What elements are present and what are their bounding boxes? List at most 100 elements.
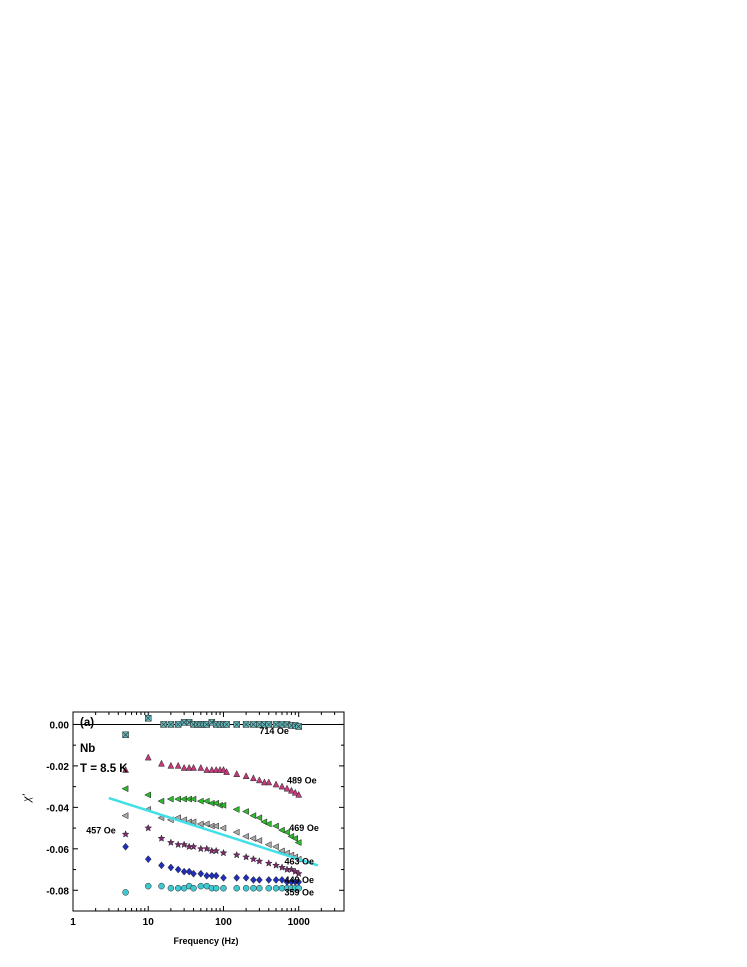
data-point-mark	[272, 721, 280, 728]
data-point	[242, 852, 251, 861]
data-point	[219, 801, 227, 809]
series	[122, 882, 302, 896]
data-point	[202, 797, 210, 805]
x-tick-label: 100	[215, 917, 232, 928]
data-point	[249, 812, 257, 820]
series-annotation: 489 Oe	[287, 776, 317, 786]
data-point	[158, 882, 165, 890]
data-point	[264, 841, 272, 849]
data-point	[190, 763, 197, 771]
data-point-mark	[233, 721, 240, 728]
data-point	[232, 806, 240, 813]
data-point	[203, 765, 211, 773]
data-point	[295, 790, 303, 798]
data-point	[180, 763, 188, 771]
data-point	[272, 861, 281, 869]
data-point	[196, 797, 204, 805]
data-point	[220, 884, 227, 892]
data-point-mark	[160, 721, 167, 728]
series	[121, 823, 303, 878]
data-point-mark	[223, 721, 230, 728]
data-point	[220, 765, 227, 773]
data-point-mark	[295, 723, 302, 730]
data-point-mark	[167, 721, 175, 728]
panel-label: (a)	[80, 717, 94, 729]
data-point	[255, 814, 263, 822]
data-point	[288, 786, 295, 794]
data-point	[242, 808, 249, 815]
data-point	[203, 871, 211, 880]
data-point	[180, 840, 189, 849]
series	[121, 806, 302, 863]
data-point	[121, 785, 129, 793]
data-point	[212, 871, 220, 880]
data-point	[202, 844, 211, 853]
data-point	[167, 761, 175, 769]
data-point	[265, 876, 273, 884]
data-point	[220, 873, 227, 882]
data-point	[249, 854, 258, 863]
data-point-mark	[122, 731, 129, 739]
data-point	[283, 784, 291, 792]
x-axis: 1 10 100 1000	[70, 712, 345, 928]
data-point	[144, 753, 152, 761]
data-point	[144, 823, 153, 832]
data-point	[255, 776, 263, 784]
data-point	[250, 876, 257, 884]
data-point	[260, 818, 268, 826]
y-tick-label: 0.00	[50, 720, 70, 731]
data-point	[272, 876, 280, 884]
data-point	[167, 863, 175, 872]
series-annotation: 463 Oe	[285, 856, 315, 866]
data-point	[233, 873, 241, 882]
data-point	[294, 839, 302, 846]
data-point	[144, 855, 152, 864]
data-point	[291, 835, 299, 842]
data-point	[197, 763, 205, 771]
data-point-mark	[174, 721, 182, 728]
data-point	[212, 884, 220, 892]
series-annotation: 469 Oe	[289, 823, 319, 833]
data-point	[242, 832, 249, 840]
data-point	[277, 826, 285, 834]
data-point	[121, 812, 129, 820]
data-point	[144, 882, 152, 890]
series-annotation: 449 Oe	[285, 875, 315, 885]
y-tick-label: -0.04	[46, 803, 69, 814]
data-point	[282, 828, 290, 836]
data-point	[278, 782, 286, 790]
data-point	[265, 778, 273, 786]
data-point	[122, 889, 129, 896]
data-point	[250, 774, 257, 782]
data-point	[255, 857, 264, 865]
data-point	[166, 838, 175, 846]
data-point	[189, 818, 197, 826]
y-tick-label: -0.08	[46, 886, 69, 897]
data-point	[294, 869, 303, 878]
series-annotation: 457 Oe	[86, 825, 116, 835]
data-point	[158, 759, 165, 767]
data-point	[265, 884, 273, 892]
data-point	[291, 788, 299, 796]
data-point	[256, 884, 263, 892]
data-point	[174, 761, 182, 769]
data-point	[197, 869, 205, 878]
data-point	[122, 765, 129, 773]
sample-label: Nb	[80, 743, 95, 755]
data-point	[242, 772, 250, 780]
data-point	[122, 842, 129, 851]
x-tick-label: 1000	[288, 917, 311, 928]
data-point-mark	[250, 721, 257, 728]
x-axis-title: Frequency (Hz)	[173, 936, 238, 946]
data-point	[212, 846, 221, 855]
data-point-mark	[145, 715, 152, 722]
data-point	[190, 884, 197, 892]
data-point	[256, 876, 263, 884]
data-point	[174, 884, 182, 892]
series-annotation: 359 Oe	[285, 887, 315, 897]
data-point	[278, 876, 286, 884]
data-point	[233, 884, 240, 892]
data-point	[242, 873, 250, 882]
data-point	[249, 835, 257, 842]
data-point	[157, 797, 165, 805]
